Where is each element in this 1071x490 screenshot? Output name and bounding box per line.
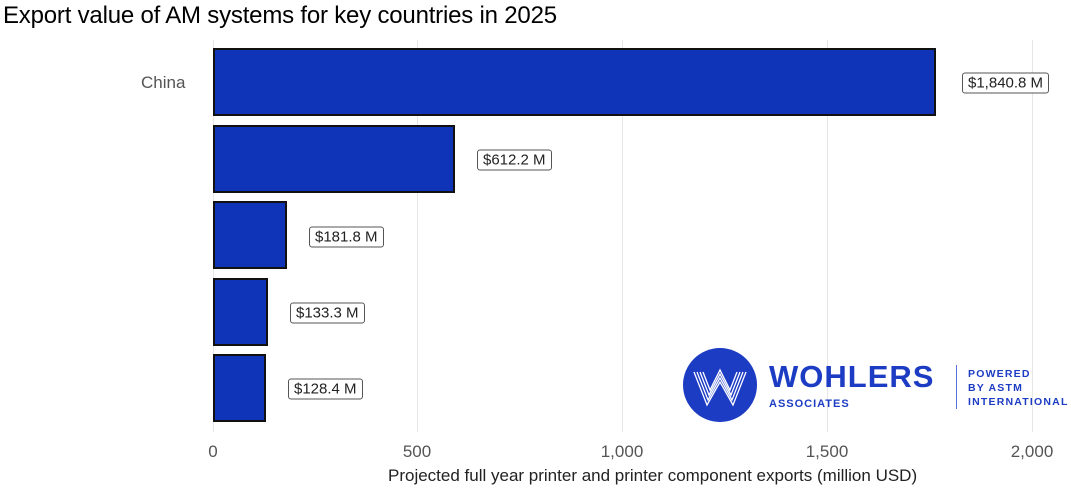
x-tick-500: 500 — [402, 442, 432, 461]
w-logo-icon — [683, 348, 757, 422]
bar-4 — [213, 278, 268, 346]
y-label-china: China — [141, 73, 186, 92]
gridline-1500 — [827, 40, 828, 432]
bar-label-2: $612.2 M — [477, 149, 552, 171]
bar-label-5: $128.4 M — [288, 378, 363, 400]
logo-powered-by: POWERED BY ASTM INTERNATIONAL — [968, 367, 1069, 409]
x-axis-label: Projected full year printer and printer … — [388, 466, 918, 485]
bar-5 — [213, 354, 266, 422]
wohlers-logo: WOHLERS ASSOCIATES POWERED BY ASTM INTER… — [683, 345, 1071, 425]
gridline-500 — [417, 40, 418, 432]
bar-2 — [213, 125, 455, 193]
bar-3 — [213, 201, 287, 269]
powered-line-3: INTERNATIONAL — [968, 396, 1069, 408]
bar-china — [213, 48, 936, 116]
bar-label-3: $181.8 M — [309, 226, 384, 248]
chart-title: Export value of AM systems for key count… — [3, 2, 557, 29]
powered-line-1: POWERED — [968, 368, 1031, 380]
bar-label-china: $1,840.8 M — [962, 72, 1050, 94]
x-tick-1000: 1,000 — [600, 442, 644, 461]
logo-subtitle: ASSOCIATES — [769, 398, 850, 410]
bar-label-4: $133.3 M — [290, 302, 365, 324]
logo-name: WOHLERS — [769, 359, 935, 394]
x-tick-1500: 1,500 — [805, 442, 849, 461]
x-tick-0: 0 — [208, 442, 218, 461]
gridline-2000 — [1032, 40, 1033, 432]
powered-line-2: BY ASTM — [968, 382, 1024, 394]
gridline-1000 — [622, 40, 623, 432]
plot-area: $1,840.8 M $612.2 M $181.8 M $133.3 M $1… — [213, 40, 1071, 432]
x-tick-2000: 2,000 — [1010, 442, 1054, 461]
logo-divider — [956, 365, 957, 409]
